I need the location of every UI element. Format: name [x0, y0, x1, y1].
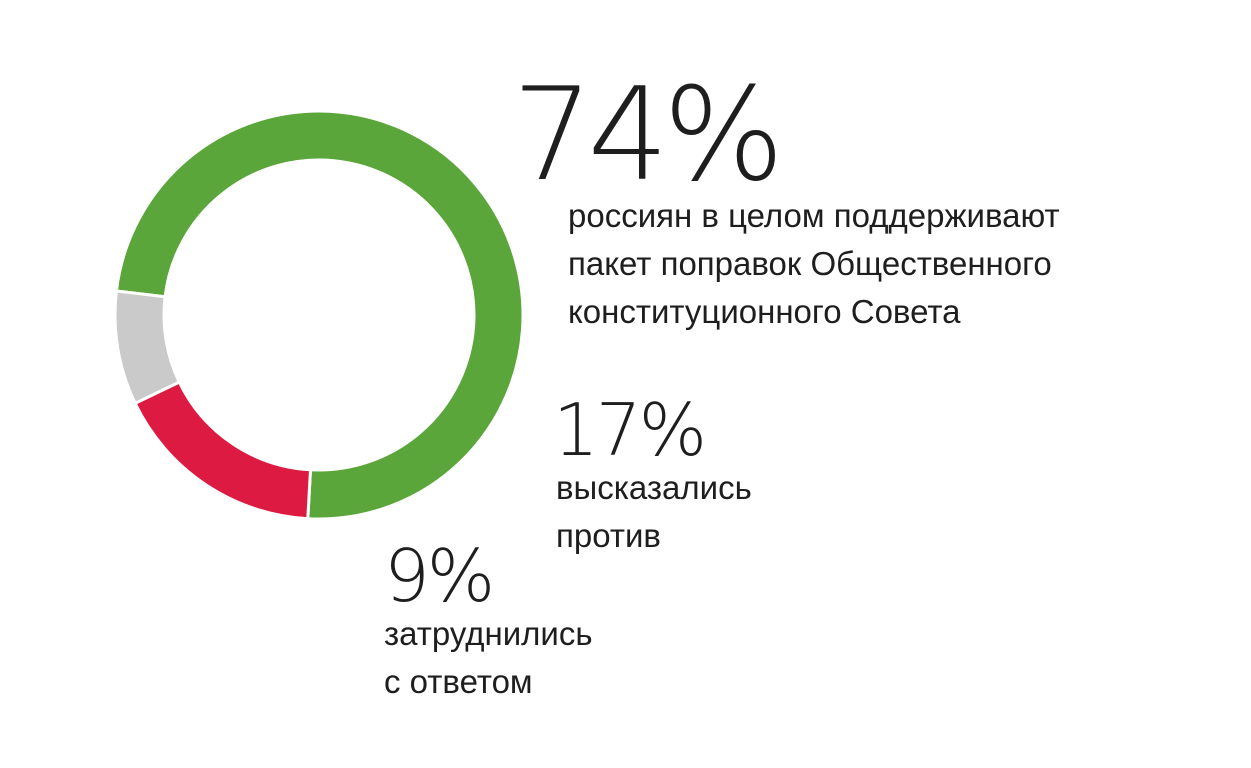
slice-support-label-line: россиян в целом поддерживают [568, 197, 1060, 234]
slice-undecided-label-line: с ответом [384, 663, 533, 700]
slice-against-label-line: против [556, 517, 661, 554]
slice-undecided-label: затруднились с ответом [384, 610, 593, 706]
slice-undecided-label-line: затруднились [384, 615, 593, 652]
donut-slice-support [114, 109, 525, 521]
slice-against-percent: 17% [553, 388, 707, 472]
slice-against-label-line: высказались [556, 469, 752, 506]
slice-support-label-line: конституционного Совета [568, 293, 961, 330]
donut-slice-against [133, 380, 313, 521]
slice-support-label-line: пакет поправок Общественного [568, 245, 1052, 282]
slice-support-percent: 74% [512, 61, 784, 210]
slice-undecided-percent: 9% [384, 534, 495, 618]
donut-slice-undecided [113, 289, 182, 406]
slice-against-label: высказались против [556, 464, 752, 560]
slice-support-label: россиян в целом поддерживают пакет попра… [568, 192, 1060, 336]
donut-chart [113, 109, 525, 521]
